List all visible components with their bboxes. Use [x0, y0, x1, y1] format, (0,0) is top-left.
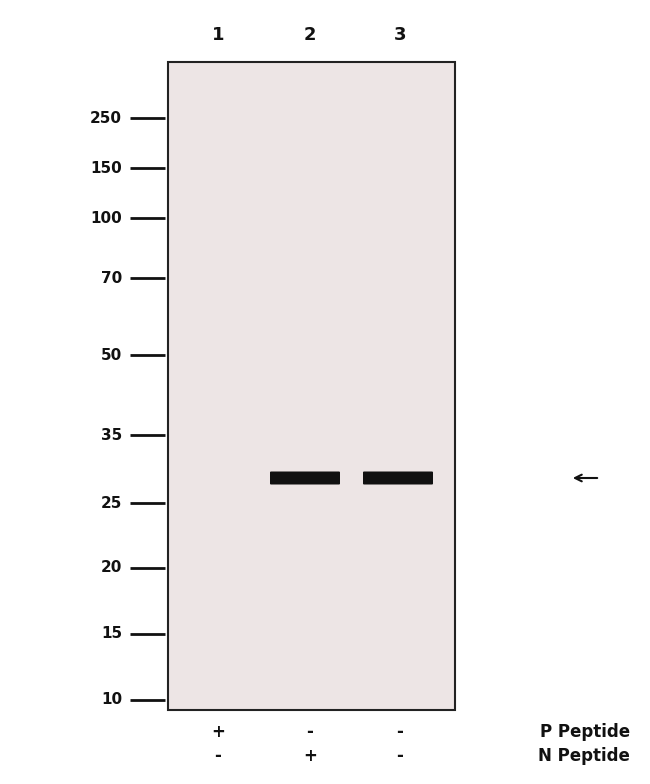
Text: 50: 50	[101, 347, 122, 362]
Text: 150: 150	[90, 161, 122, 176]
Text: 35: 35	[101, 427, 122, 442]
Text: 1: 1	[212, 26, 224, 44]
Text: 100: 100	[90, 210, 122, 226]
FancyBboxPatch shape	[363, 471, 433, 485]
Text: -: -	[307, 723, 313, 741]
Text: 3: 3	[394, 26, 406, 44]
Text: 20: 20	[101, 561, 122, 575]
Text: 10: 10	[101, 692, 122, 707]
Text: +: +	[211, 723, 225, 741]
Text: 15: 15	[101, 626, 122, 641]
Text: N Peptide: N Peptide	[538, 747, 630, 765]
Bar	[168, 62, 455, 710]
Text: +: +	[303, 747, 317, 765]
Text: 70: 70	[101, 270, 122, 285]
Text: -: -	[396, 723, 404, 741]
Text: P Peptide: P Peptide	[540, 723, 630, 741]
Text: 250: 250	[90, 111, 122, 125]
Text: 25: 25	[101, 495, 122, 510]
FancyBboxPatch shape	[270, 471, 340, 485]
Text: -: -	[396, 747, 404, 765]
Text: 2: 2	[304, 26, 317, 44]
Text: -: -	[214, 747, 222, 765]
